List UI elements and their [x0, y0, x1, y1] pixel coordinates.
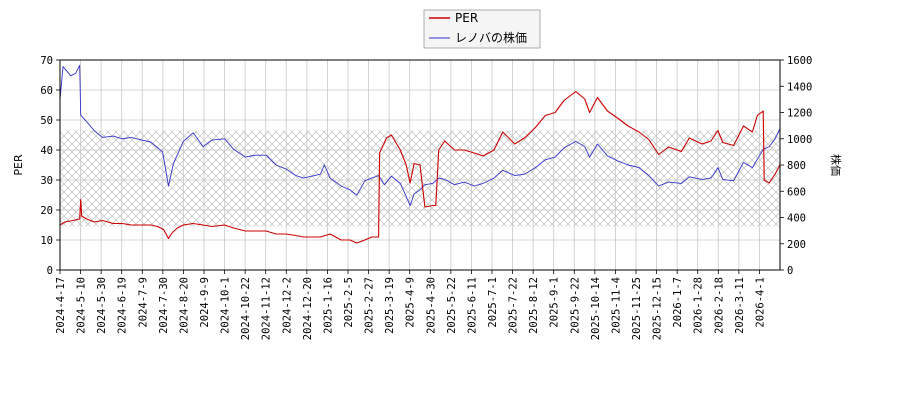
y-right-tick-label: 1000	[787, 134, 812, 146]
x-tick-label: 2024-12-2	[281, 277, 293, 334]
x-tick-label: 2024-5-10	[76, 277, 88, 334]
y-right-tick-label: 600	[787, 186, 806, 198]
x-tick-label: 2025-7-22	[508, 277, 520, 334]
stock-price-line	[60, 64, 780, 207]
x-tick-label: 2026-1-7	[672, 277, 684, 328]
x-tick-label: 2026-1-28	[693, 277, 705, 334]
x-tick-label: 2026-3-11	[734, 277, 746, 334]
x-tick-label: 2025-2-27	[364, 277, 376, 334]
x-tick-label: 2025-4-30	[425, 277, 437, 334]
x-tick-label: 2024-9-9	[199, 277, 211, 328]
y-right-tick-label: 0	[787, 265, 793, 277]
x-tick-label: 2024-12-20	[302, 277, 314, 340]
x-tick-label: 2025-10-14	[590, 277, 602, 340]
y-left-tick-label: 30	[40, 175, 53, 187]
x-tick-label: 2024-6-19	[117, 277, 129, 334]
legend-label-per: PER	[455, 11, 478, 25]
legend: PER レノバの株価	[423, 9, 541, 49]
y-left-tick-label: 20	[40, 205, 53, 217]
y-right-tick-label: 1200	[787, 108, 812, 120]
x-tick-label: 2025-9-22	[569, 277, 581, 334]
x-tick-label: 2024-10-1	[220, 277, 232, 334]
x-tick-label: 2024-5-30	[96, 277, 108, 334]
x-tick-label: 2024-11-12	[261, 277, 273, 340]
hatched-range-band	[60, 130, 780, 227]
legend-box	[423, 9, 541, 49]
y-right-tick-label: 800	[787, 160, 806, 172]
left-axis-ticks: 0 10 20 30 40 50 60 70	[40, 55, 60, 277]
y-left-tick-label: 40	[40, 145, 53, 157]
x-tick-label: 2025-4-9	[405, 277, 417, 328]
x-tick-label: 2024-7-9	[137, 277, 149, 328]
x-tick-label: 2025-2-5	[343, 277, 355, 328]
x-tick-label: 2024-7-30	[158, 277, 170, 334]
y-right-tick-label: 400	[787, 213, 806, 225]
x-tick-label: 2024-10-22	[240, 277, 252, 340]
legend-label-stock-price: レノバの株価	[455, 30, 527, 45]
x-tick-label: 2025-8-12	[528, 277, 540, 334]
x-tick-label: 2024-4-17	[55, 277, 67, 334]
x-tick-label: 2025-5-22	[446, 277, 458, 334]
y-right-axis-label: 株価	[829, 154, 843, 176]
x-tick-label: 2025-9-1	[549, 277, 561, 328]
y-left-tick-label: 60	[40, 85, 53, 97]
right-axis-ticks: 0 200 400 600 800 1000 1200 1400 1600	[780, 55, 812, 277]
x-tick-label: 2026-2-18	[713, 277, 725, 334]
y-left-tick-label: 50	[40, 115, 53, 127]
per-line	[60, 90, 780, 244]
y-right-tick-label: 1400	[787, 81, 812, 93]
x-tick-label: 2025-11-25	[631, 277, 643, 340]
y-right-tick-label: 1600	[787, 55, 812, 67]
x-axis-ticks: 2024-4-17 2024-5-10 2024-5-30 2024-6-19 2024…	[55, 270, 766, 340]
x-tick-label: 2025-7-1	[487, 277, 499, 328]
x-tick-label: 2025-6-11	[466, 277, 478, 334]
y-left-tick-label: 10	[40, 235, 53, 247]
x-tick-label: 2026-4-1	[754, 277, 766, 328]
x-tick-label: 2025-3-19	[384, 277, 396, 334]
y-left-axis-label: PER	[12, 154, 25, 176]
x-tick-label: 2025-1-16	[322, 277, 334, 334]
y-left-tick-label: 70	[40, 55, 53, 67]
x-tick-label: 2025-12-15	[652, 277, 664, 340]
series-layer	[60, 64, 780, 244]
x-tick-label: 2024-8-20	[178, 277, 190, 334]
x-tick-label: 2025-11-4	[610, 277, 622, 334]
y-right-tick-label: 200	[787, 239, 806, 251]
y-left-tick-label: 0	[47, 265, 53, 277]
